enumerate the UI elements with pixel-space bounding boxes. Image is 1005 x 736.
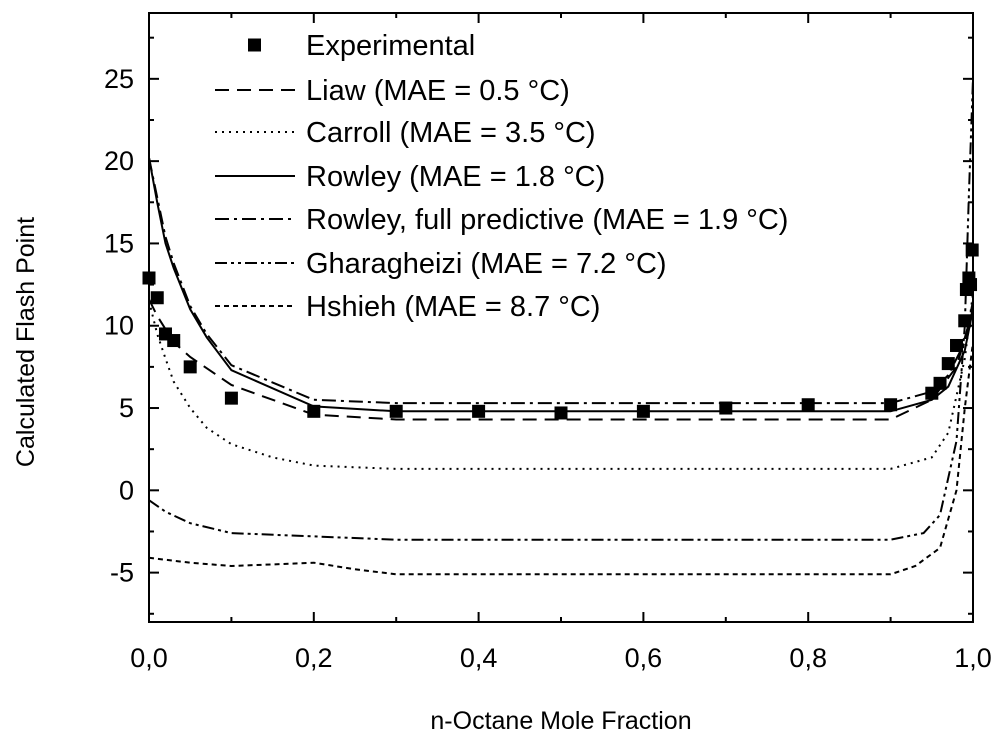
experimental-point [884,398,898,412]
axis-ticks [148,13,974,622]
experimental-point [719,401,733,415]
x-tick-label: 1,0 [954,643,992,673]
experimental-point [224,391,238,405]
experimental-point [554,406,568,420]
y-axis-title: Calculated Flash Point [12,217,40,467]
experimental-point [950,338,964,352]
legend-label: Experimental [306,30,475,62]
y-tick-label: 10 [104,311,134,341]
tick-labels: 0,0 0,2 0,4 0,6 0,8 1,0 -5 0 5 10 15 20 25 [104,64,992,673]
y-tick-label: 0 [119,475,134,505]
experimental-point [925,386,939,400]
y-tick-label: 15 [104,228,134,258]
x-tick-label: 0,2 [295,643,333,673]
experimental-point [636,404,650,418]
experimental-point [389,404,403,418]
experimental-point [941,357,955,371]
legend-label: Gharagheizi (MAE = 7.2 °C) [306,248,667,280]
experimental-point [150,291,164,305]
legend-label: Rowley (MAE = 1.8 °C) [306,161,605,193]
series-line-3 [148,157,974,413]
plot-lines [148,78,974,576]
legend: Experimental Liaw (MAE = 0.5 °C) Carroll (… [215,30,788,323]
x-tick-label: 0,0 [130,643,168,673]
legend-label: Hshieh (MAE = 8.7 °C) [306,291,600,323]
x-axis-title: n-Octane Mole Fraction [430,707,691,735]
experimental-point [183,360,197,374]
y-tick-label: -5 [110,558,134,588]
experimental-point [167,334,181,348]
legend-label: Liaw (MAE = 0.5 °C) [306,75,570,107]
experimental-point [472,404,486,418]
legend-marker [248,38,261,52]
series-line-6 [148,342,974,576]
y-tick-label: 25 [104,64,134,94]
legend-label: Rowley, full predictive (MAE = 1.9 °C) [306,204,788,236]
y-tick-label: 5 [119,393,134,423]
y-tick-label: 20 [104,146,134,176]
series-line-5 [148,78,974,541]
x-tick-label: 0,4 [460,643,498,673]
experimental-point [801,398,815,412]
legend-label: Carroll (MAE = 3.5 °C) [306,117,596,149]
x-tick-label: 0,6 [625,643,663,673]
series-line-4 [148,157,974,405]
experimental-point [933,376,947,390]
experimental-point [307,404,321,418]
experimental-point [958,314,972,328]
x-tick-label: 0,8 [789,643,827,673]
